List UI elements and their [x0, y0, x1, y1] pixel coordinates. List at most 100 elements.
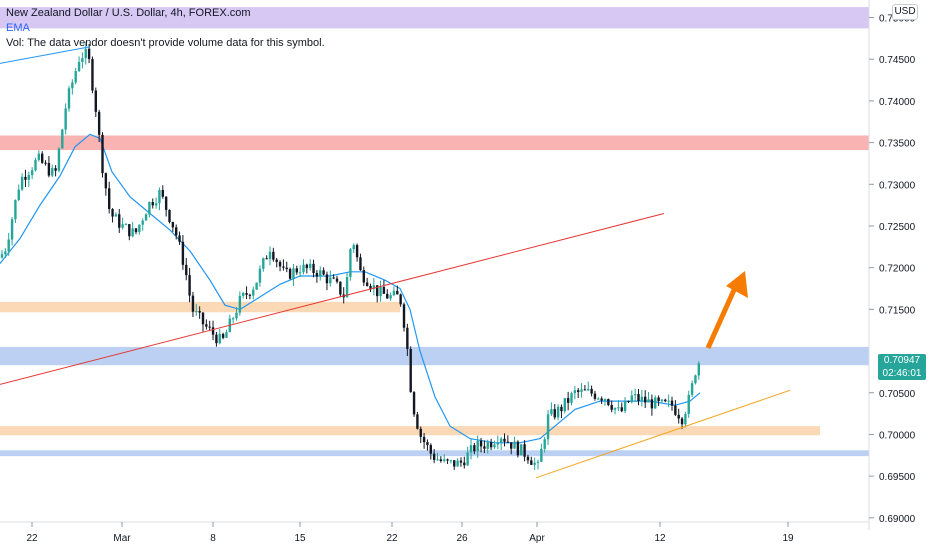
candle-body [292, 268, 295, 279]
candle-body [248, 294, 252, 296]
zone-purple[interactable] [0, 7, 869, 29]
price-axis-ticks: 0.750000.745000.740000.735000.730000.725… [869, 14, 916, 525]
candle-body [483, 446, 486, 449]
blue-trendline[interactable] [0, 46, 91, 64]
candle-body [496, 442, 499, 445]
candle-body [74, 71, 77, 83]
candle-body [245, 293, 248, 295]
candle-body [553, 409, 556, 418]
candle-body [54, 168, 57, 171]
price-tick-label: 0.74000 [879, 97, 916, 108]
candle-body [543, 439, 546, 449]
arrow-shaft[interactable] [705, 288, 737, 350]
candle-body [71, 82, 74, 89]
candle-body [640, 396, 644, 401]
price-tick-label: 0.74500 [879, 55, 916, 66]
candle-body [101, 134, 104, 174]
currency-badge[interactable]: USD [892, 4, 918, 20]
candle-body [298, 272, 302, 274]
candle-body [563, 398, 566, 412]
candle-body [677, 414, 680, 419]
candle-body [104, 173, 108, 189]
candle-body [466, 452, 469, 466]
symbol-title[interactable]: New Zealand Dollar / U.S. Dollar, 4h, FO… [6, 7, 251, 19]
candle-body [175, 227, 178, 236]
arrow-head[interactable] [726, 271, 748, 298]
candle-body [118, 214, 121, 228]
zone-orange-lower[interactable] [0, 426, 820, 436]
axes [0, 0, 870, 530]
ema-label[interactable]: EMA [6, 22, 30, 34]
orange-trendline[interactable] [535, 389, 791, 479]
candle-body [57, 148, 61, 171]
candle-body [556, 406, 560, 418]
candle-body [392, 290, 396, 296]
candle-body [536, 461, 540, 463]
candle-body [349, 249, 352, 278]
candle-body [499, 438, 503, 443]
candle-body [620, 407, 623, 412]
candles [0, 41, 700, 471]
candle-body [459, 460, 463, 463]
candle-body [34, 159, 37, 171]
zone-red[interactable] [0, 135, 869, 151]
candle-body [670, 400, 674, 406]
candle-body [359, 257, 362, 271]
candle-body [64, 108, 67, 130]
candle-body [282, 266, 285, 268]
candle-body [225, 332, 228, 338]
candle-body [81, 58, 84, 62]
candle-body [362, 270, 365, 283]
time-tick-label: 26 [456, 533, 468, 544]
candle-body [449, 460, 453, 462]
candle-body [376, 285, 379, 297]
candle-body [680, 418, 684, 425]
candle-body [369, 285, 372, 289]
candle-body [278, 261, 282, 267]
candle-body [275, 259, 278, 262]
candle-body [479, 440, 483, 447]
candle-body [309, 263, 312, 269]
currency-label: USD [894, 6, 916, 17]
candle-body [158, 190, 161, 204]
candle-body [87, 48, 91, 59]
zone-blue-upper[interactable] [0, 346, 869, 366]
candle-body [94, 90, 97, 112]
candle-body [325, 274, 329, 284]
candle-body [540, 448, 543, 462]
candle-body [526, 456, 530, 461]
candle-body [473, 445, 476, 452]
candle-body [580, 389, 583, 392]
candle-body [633, 394, 637, 396]
red-trendline[interactable] [0, 212, 665, 385]
candle-body [664, 399, 667, 402]
candle-body [345, 277, 349, 298]
candle-countdown: 02:46:01 [882, 368, 922, 379]
price-tick-label: 0.73000 [879, 180, 916, 191]
price-tick-label: 0.70000 [879, 430, 916, 441]
time-tick-label: 19 [782, 533, 794, 544]
candle-body [607, 399, 610, 405]
candle-body [41, 153, 44, 163]
candle-body [355, 245, 359, 258]
candle-body [566, 398, 570, 403]
candle-body [84, 48, 87, 59]
candle-body [516, 441, 520, 456]
candle-body [416, 414, 419, 429]
candle-body [644, 396, 647, 403]
candle-body [335, 278, 339, 282]
price-tick-label: 0.72500 [879, 222, 916, 233]
time-tick-label: 22 [26, 533, 38, 544]
candle-body [319, 270, 322, 277]
candle-body [352, 245, 355, 250]
candle-body [426, 442, 429, 446]
candle-body [272, 251, 275, 260]
candle-body [268, 251, 272, 259]
candle-body [27, 174, 30, 180]
candle-body [583, 389, 587, 391]
candle-body [439, 459, 443, 462]
candle-body [315, 273, 319, 277]
candle-body [443, 459, 446, 462]
candle-body [44, 162, 47, 164]
